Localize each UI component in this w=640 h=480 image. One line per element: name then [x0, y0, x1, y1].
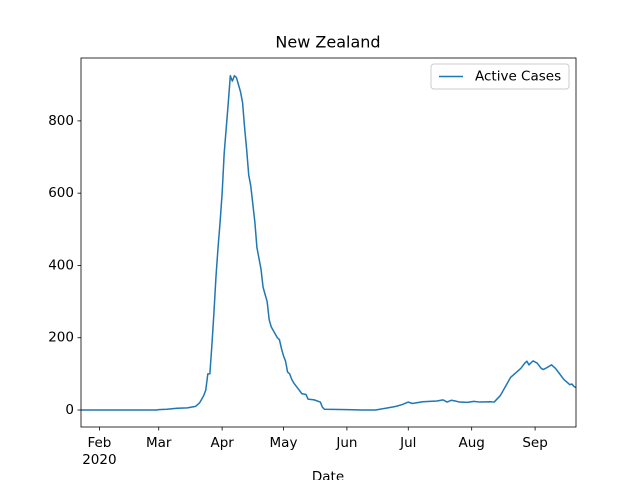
x-tick-year: 2020 [82, 452, 116, 468]
x-tick-label: Aug [458, 435, 484, 451]
data-line [81, 74, 577, 411]
x-axis-label: Date [312, 469, 344, 480]
x-tick-label: May [270, 435, 298, 451]
x-tick-label: Sep [522, 435, 547, 451]
x-tick-label: Apr [210, 435, 234, 451]
chart-title: New Zealand [275, 33, 380, 52]
x-tick-label: Feb [87, 435, 111, 451]
y-tick-label: 200 [48, 330, 74, 346]
y-tick-label: 600 [48, 185, 74, 201]
x-tick-label: Jul [399, 435, 416, 451]
y-tick-label: 400 [48, 257, 74, 273]
legend-box [430, 63, 570, 90]
x-tick-label: Mar [146, 435, 172, 451]
legend-label: Active Cases [475, 69, 561, 85]
y-tick-label: 800 [48, 113, 74, 129]
axes-frame [80, 57, 577, 428]
y-tick-label: 0 [65, 402, 74, 418]
x-tick-label: Jun [335, 435, 357, 451]
